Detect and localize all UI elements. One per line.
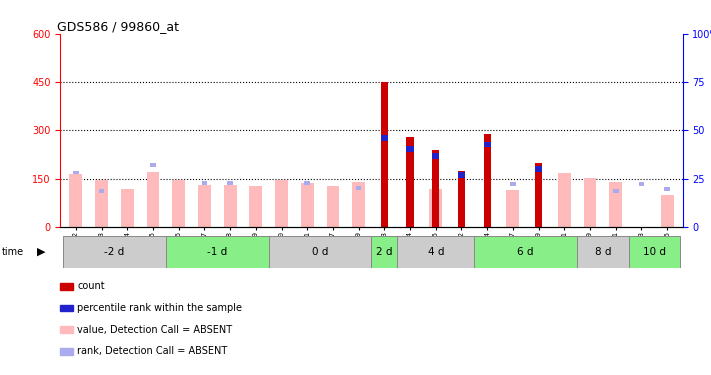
Bar	[458, 172, 465, 178]
Bar	[661, 195, 673, 227]
Text: 10 d: 10 d	[643, 247, 665, 257]
Bar	[429, 189, 442, 227]
Text: 6 d: 6 d	[518, 247, 534, 257]
Bar	[356, 186, 361, 189]
Bar	[352, 183, 365, 227]
Text: count: count	[77, 281, 105, 291]
Bar	[269, 236, 371, 268]
Bar	[304, 181, 310, 185]
Bar	[275, 180, 288, 227]
Bar	[483, 134, 491, 227]
Bar	[381, 82, 388, 227]
Text: -2 d: -2 d	[105, 247, 124, 257]
Bar	[121, 189, 134, 227]
Bar	[432, 153, 439, 159]
Bar	[407, 146, 414, 152]
Text: -1 d: -1 d	[207, 247, 228, 257]
Bar	[301, 183, 314, 227]
Bar	[613, 189, 619, 193]
Text: percentile rank within the sample: percentile rank within the sample	[77, 303, 242, 313]
Bar	[609, 183, 622, 227]
Bar	[577, 236, 629, 268]
Bar	[407, 137, 414, 227]
Bar	[474, 236, 577, 268]
Bar	[483, 142, 491, 147]
Text: ▶: ▶	[37, 247, 46, 257]
Bar	[432, 150, 439, 227]
Bar	[397, 236, 474, 268]
Bar	[629, 236, 680, 268]
Bar	[63, 236, 166, 268]
Bar	[202, 181, 207, 185]
Text: 8 d: 8 d	[594, 247, 611, 257]
Bar	[166, 236, 269, 268]
Bar	[558, 173, 571, 227]
Bar	[535, 162, 542, 227]
Text: rank, Detection Call = ABSENT: rank, Detection Call = ABSENT	[77, 346, 228, 357]
Bar	[510, 183, 515, 186]
Bar	[228, 181, 233, 185]
Bar	[99, 189, 105, 193]
Bar	[458, 171, 465, 227]
Text: time: time	[2, 247, 24, 257]
Bar	[638, 183, 644, 186]
Bar	[70, 174, 82, 227]
Bar	[381, 135, 388, 141]
Text: value, Detection Call = ABSENT: value, Detection Call = ABSENT	[77, 325, 232, 335]
Bar	[73, 171, 79, 174]
Bar	[224, 185, 237, 227]
Text: 2 d: 2 d	[376, 247, 392, 257]
Bar	[664, 187, 670, 190]
Bar	[484, 178, 490, 182]
Bar	[95, 180, 108, 227]
Text: GDS586 / 99860_at: GDS586 / 99860_at	[58, 20, 179, 33]
Text: 4 d: 4 d	[427, 247, 444, 257]
Bar	[150, 163, 156, 167]
Bar	[584, 178, 597, 227]
Bar	[172, 180, 185, 227]
Bar	[506, 190, 519, 227]
Text: 0 d: 0 d	[312, 247, 328, 257]
Bar	[198, 185, 211, 227]
Bar	[371, 236, 397, 268]
Bar	[146, 172, 159, 227]
Bar	[326, 186, 339, 227]
Bar	[535, 166, 542, 171]
Bar	[250, 186, 262, 227]
